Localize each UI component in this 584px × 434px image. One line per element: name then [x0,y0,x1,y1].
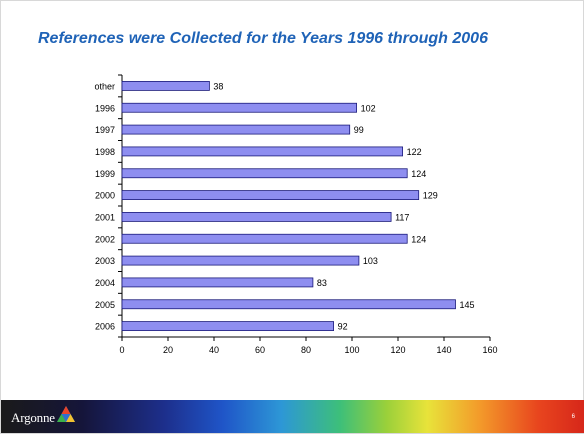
category-label: 2004 [95,278,115,288]
x-tick-label: 0 [119,345,124,355]
triangle-logo-icon [56,406,75,422]
data-label: 117 [395,212,409,222]
x-tick-label: 80 [301,345,311,355]
argonne-logo: Argonne [11,406,75,426]
category-label: 2005 [95,300,115,310]
bar-2000 [121,190,420,200]
category-label: 2001 [95,212,115,222]
category-label: 1996 [95,103,115,113]
bar-2005 [121,299,456,310]
data-label: 124 [411,169,426,179]
category-label: 1999 [95,169,115,179]
footer-band: Argonne 6 [1,400,584,433]
category-label: 1997 [95,125,115,135]
x-tick-label: 120 [390,345,405,355]
data-label: 92 [338,322,348,332]
bar-chart: 0 20 40 60 80 100 120 140 160 other 38 1996 102 1997 9… [94,74,498,355]
data-label: 124 [411,234,426,244]
category-label: other [94,81,115,91]
data-label: 145 [460,300,475,310]
x-tick-label: 100 [344,345,359,355]
bars-layer [121,81,456,331]
bar-1997 [121,124,351,135]
x-tick-label: 20 [163,345,173,355]
x-tick-label: 160 [482,345,497,355]
bar-2002 [121,233,408,244]
data-label: 83 [317,278,327,288]
category-label: 2003 [95,256,115,266]
data-label: 103 [363,256,378,266]
x-tick-label: 140 [436,345,451,355]
bar-1999 [121,168,408,179]
data-label: 129 [423,191,438,201]
category-label: 2002 [95,234,115,244]
x-tick-label: 40 [209,345,219,355]
bar-2001 [121,212,392,222]
data-label: 122 [407,147,422,157]
bar-2004 [121,277,314,288]
category-label: 2006 [95,322,115,332]
page-number: 6 [571,414,575,420]
x-tick-label: 60 [255,345,265,355]
data-label: 102 [361,103,376,113]
data-label: 99 [354,125,364,135]
data-label: 38 [213,81,223,91]
category-label: 2000 [95,191,115,201]
slide-title: References were Collected for the Years … [38,30,488,47]
chart-frame [118,74,491,341]
bar-other [121,81,210,91]
bar-2006 [121,321,335,331]
bar-2003 [121,255,360,266]
category-label: 1998 [95,147,115,157]
bar-1996 [121,102,358,113]
bar-1998 [121,146,404,157]
logo-text: Argonne [11,410,55,425]
labels-layer: 0 20 40 60 80 100 120 140 160 other 38 1996 102 1997 9… [94,81,497,355]
